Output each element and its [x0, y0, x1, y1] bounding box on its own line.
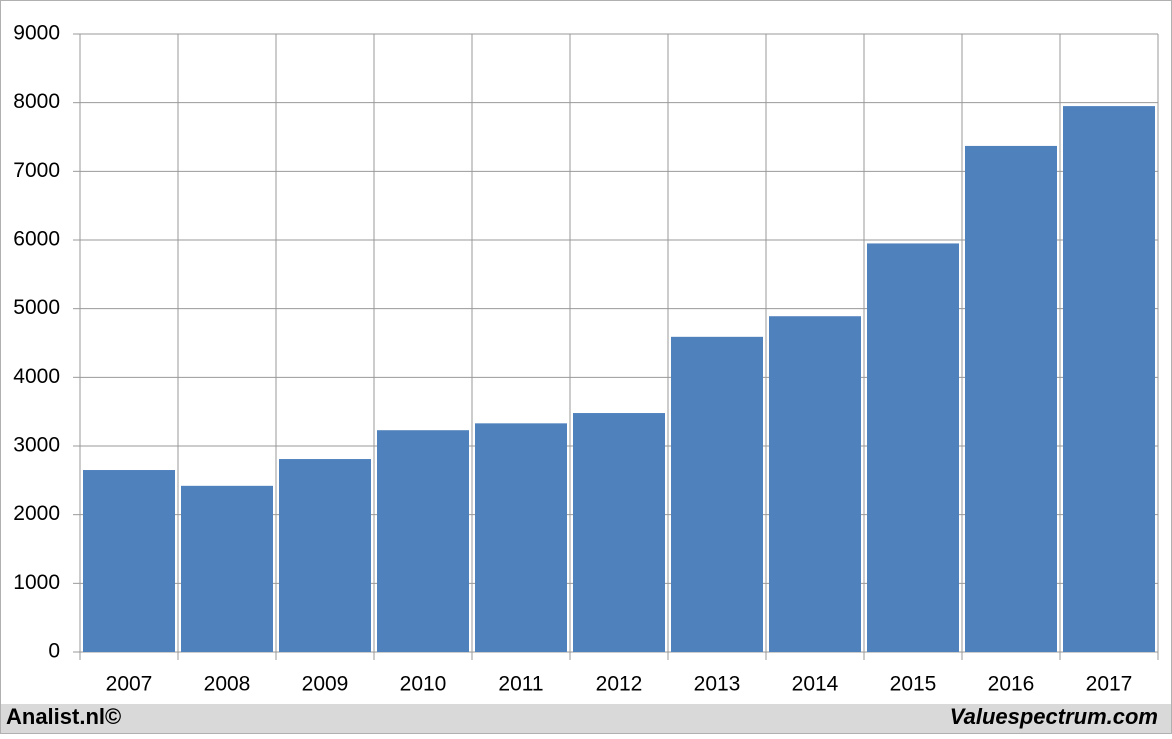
y-tick-label: 1000 [13, 571, 60, 594]
x-tick-label: 2010 [400, 673, 447, 696]
x-tick-label: 2016 [988, 673, 1035, 696]
footer-band [1, 704, 1171, 733]
bar [867, 243, 959, 652]
bar [965, 145, 1057, 652]
y-tick-label: 3000 [13, 434, 60, 457]
x-tick-label: 2008 [204, 673, 251, 696]
x-tick-label: 2011 [498, 673, 543, 696]
bar [1063, 106, 1155, 653]
x-tick-label: 2014 [792, 673, 839, 696]
bar [573, 413, 665, 652]
y-tick-label: 2000 [13, 502, 60, 525]
bar [279, 459, 371, 652]
y-tick-label: 8000 [13, 90, 60, 113]
x-tick-label: 2012 [596, 673, 643, 696]
bar [377, 430, 469, 652]
x-tick-label: 2015 [890, 673, 937, 696]
footer-left: Analist.nl© [6, 704, 121, 729]
y-tick-label: 7000 [13, 159, 60, 182]
bar [475, 423, 567, 652]
bar [83, 470, 175, 652]
x-tick-label: 2013 [694, 673, 741, 696]
x-tick-label: 2017 [1086, 673, 1133, 696]
y-tick-label: 4000 [13, 365, 60, 388]
x-tick-label: 2007 [106, 673, 153, 696]
bar [181, 485, 273, 652]
x-tick-label: 2009 [302, 673, 349, 696]
bar [671, 336, 763, 652]
footer-right: Valuespectrum.com [950, 704, 1158, 729]
y-tick-label: 5000 [13, 296, 60, 319]
y-tick-label: 9000 [13, 22, 60, 45]
y-tick-label: 0 [48, 640, 60, 663]
y-tick-label: 6000 [13, 228, 60, 251]
bar [769, 316, 861, 652]
